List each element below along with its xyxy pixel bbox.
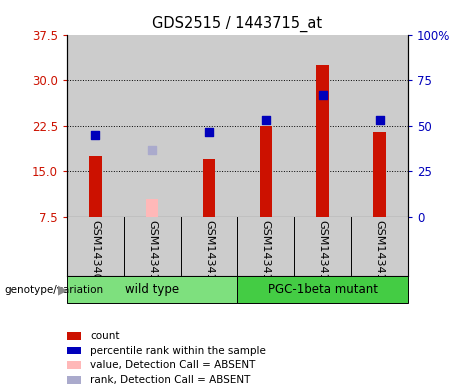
Text: genotype/variation: genotype/variation <box>5 285 104 295</box>
Point <box>319 92 326 98</box>
Bar <box>67 35 124 217</box>
Bar <box>373 132 386 217</box>
Bar <box>237 35 294 217</box>
Text: rank, Detection Call = ABSENT: rank, Detection Call = ABSENT <box>90 375 250 384</box>
Point <box>205 129 213 135</box>
Point <box>148 147 156 153</box>
Text: ▶: ▶ <box>58 283 67 296</box>
Bar <box>203 159 215 217</box>
Text: wild type: wild type <box>125 283 179 296</box>
Bar <box>67 276 237 303</box>
Bar <box>316 65 329 217</box>
Title: GDS2515 / 1443715_at: GDS2515 / 1443715_at <box>152 16 323 32</box>
Bar <box>89 156 101 217</box>
Bar <box>294 35 351 217</box>
Bar <box>351 35 408 217</box>
Text: GSM143411: GSM143411 <box>147 220 157 288</box>
Text: GSM143415: GSM143415 <box>374 220 384 288</box>
Text: PGC-1beta mutant: PGC-1beta mutant <box>268 283 378 296</box>
Bar <box>181 35 237 217</box>
Text: percentile rank within the sample: percentile rank within the sample <box>90 346 266 356</box>
Bar <box>260 126 272 217</box>
Text: GSM143412: GSM143412 <box>204 220 214 288</box>
Point <box>376 117 383 123</box>
Point <box>262 117 270 123</box>
Bar <box>237 276 408 303</box>
Text: value, Detection Call = ABSENT: value, Detection Call = ABSENT <box>90 360 255 370</box>
Text: count: count <box>90 331 119 341</box>
Text: GSM143413: GSM143413 <box>261 220 271 288</box>
Text: GSM143409: GSM143409 <box>90 220 100 288</box>
Bar <box>146 199 159 217</box>
Text: GSM143414: GSM143414 <box>318 220 328 288</box>
Point <box>92 132 99 138</box>
Bar <box>124 35 181 217</box>
